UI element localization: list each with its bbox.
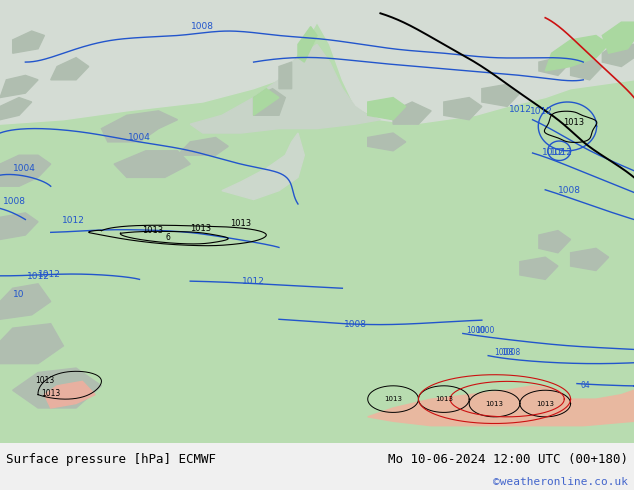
Text: 1012: 1012 (61, 216, 84, 225)
Text: 1008: 1008 (558, 186, 581, 196)
Polygon shape (0, 324, 63, 364)
Polygon shape (13, 31, 44, 53)
Polygon shape (13, 368, 101, 408)
Text: 1008: 1008 (495, 348, 514, 357)
Text: 1013: 1013 (563, 118, 585, 127)
Polygon shape (602, 44, 634, 67)
Polygon shape (178, 138, 228, 155)
Text: Mo 10-06-2024 12:00 UTC (00+180): Mo 10-06-2024 12:00 UTC (00+180) (387, 453, 628, 466)
Text: 1012: 1012 (542, 148, 565, 157)
Polygon shape (44, 381, 95, 408)
Text: Surface pressure [hPa] ECMWF: Surface pressure [hPa] ECMWF (6, 453, 216, 466)
Polygon shape (482, 84, 520, 106)
Text: 1013: 1013 (41, 389, 60, 397)
Text: ©weatheronline.co.uk: ©weatheronline.co.uk (493, 477, 628, 487)
Polygon shape (368, 133, 406, 151)
Text: 1012: 1012 (38, 270, 61, 279)
Text: 1012: 1012 (530, 107, 553, 117)
Polygon shape (0, 98, 32, 120)
Polygon shape (393, 102, 431, 124)
Text: 1012: 1012 (242, 277, 265, 286)
Text: 1013: 1013 (486, 400, 503, 407)
Polygon shape (190, 44, 380, 133)
Text: 1000: 1000 (476, 325, 495, 335)
Text: 1004: 1004 (13, 164, 36, 173)
Text: 1013: 1013 (35, 376, 54, 385)
Text: 1004: 1004 (128, 133, 151, 142)
Text: 1008: 1008 (191, 22, 214, 31)
Text: 1000: 1000 (466, 325, 486, 335)
Text: 1012: 1012 (550, 148, 573, 157)
Text: 1013: 1013 (230, 219, 252, 228)
Text: 1013: 1013 (435, 396, 453, 402)
Polygon shape (539, 58, 571, 75)
Polygon shape (571, 58, 602, 80)
Polygon shape (254, 89, 285, 115)
Polygon shape (520, 257, 558, 279)
Polygon shape (571, 248, 609, 270)
Polygon shape (0, 155, 51, 186)
Polygon shape (298, 26, 317, 62)
Polygon shape (368, 98, 406, 120)
Text: 1012: 1012 (509, 105, 532, 114)
Text: 1013: 1013 (141, 226, 163, 235)
Text: 1013: 1013 (536, 400, 554, 407)
Text: 1013: 1013 (190, 224, 211, 233)
Text: 6: 6 (165, 233, 171, 243)
Polygon shape (254, 89, 279, 115)
Polygon shape (0, 284, 51, 319)
Text: 1008: 1008 (3, 197, 26, 206)
Polygon shape (602, 22, 634, 53)
Text: 1013: 1013 (384, 396, 402, 402)
Polygon shape (101, 111, 178, 142)
Polygon shape (114, 151, 190, 177)
Polygon shape (0, 0, 634, 124)
Polygon shape (0, 75, 38, 98)
Text: 04: 04 (580, 381, 590, 390)
Text: 10: 10 (13, 290, 24, 299)
Text: 1008: 1008 (344, 320, 366, 329)
Polygon shape (444, 98, 482, 120)
Text: 1012: 1012 (27, 272, 49, 281)
Text: 1008: 1008 (501, 348, 520, 357)
Polygon shape (279, 62, 292, 89)
Polygon shape (222, 133, 304, 199)
Polygon shape (368, 386, 634, 426)
Polygon shape (545, 35, 609, 71)
Polygon shape (539, 231, 571, 253)
Polygon shape (0, 213, 38, 240)
Polygon shape (51, 58, 89, 80)
